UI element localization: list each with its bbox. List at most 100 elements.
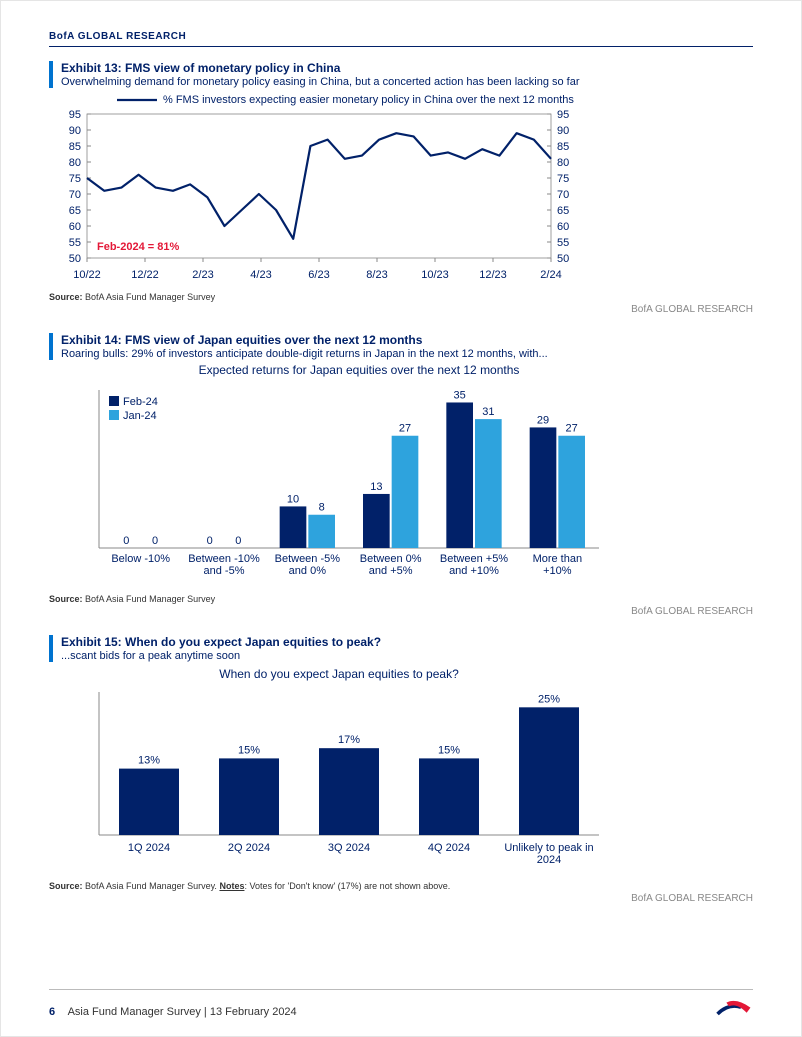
page-header: BofA GLOBAL RESEARCH: [49, 31, 753, 42]
source-text: BofA Asia Fund Manager Survey: [85, 292, 215, 302]
svg-text:+10%: +10%: [543, 565, 572, 577]
exhibit-14-source: Source: BofA Asia Fund Manager Survey: [49, 594, 753, 604]
svg-text:50: 50: [69, 253, 81, 265]
svg-text:10: 10: [287, 493, 299, 505]
brand-footer: BofA GLOBAL RESEARCH: [49, 606, 753, 617]
svg-text:Between -10%: Between -10%: [188, 553, 260, 565]
brand-footer: BofA GLOBAL RESEARCH: [49, 893, 753, 904]
exhibit-head: Exhibit 14: FMS view of Japan equities o…: [49, 333, 753, 360]
exhibit-13-subtitle: Overwhelming demand for monetary policy …: [61, 76, 580, 88]
svg-text:0: 0: [152, 535, 158, 547]
svg-text:10/22: 10/22: [73, 269, 101, 281]
exhibit-15: Exhibit 15: When do you expect Japan equ…: [49, 635, 753, 904]
svg-text:Below -10%: Below -10%: [111, 553, 170, 565]
svg-text:2/24: 2/24: [540, 269, 561, 281]
svg-text:90: 90: [557, 125, 569, 137]
exhibit-14: Exhibit 14: FMS view of Japan equities o…: [49, 333, 753, 617]
svg-text:65: 65: [69, 205, 81, 217]
bofa-logo-icon: [715, 996, 753, 1018]
svg-text:70: 70: [69, 189, 81, 201]
exhibit-15-subtitle: ...scant bids for a peak anytime soon: [61, 650, 381, 662]
exhibit-13-title: Exhibit 13: FMS view of monetary policy …: [61, 61, 580, 75]
svg-text:85: 85: [557, 141, 569, 153]
exhibit-13: Exhibit 13: FMS view of monetary policy …: [49, 61, 753, 315]
svg-text:27: 27: [566, 423, 578, 435]
svg-text:1Q 2024: 1Q 2024: [128, 842, 170, 854]
svg-text:65: 65: [557, 205, 569, 217]
svg-text:2024: 2024: [537, 854, 561, 866]
svg-text:31: 31: [482, 406, 494, 418]
svg-text:Jan-24: Jan-24: [123, 410, 157, 422]
footer-title: Asia Fund Manager Survey | 13 February 2…: [68, 1006, 297, 1018]
svg-text:15%: 15%: [438, 744, 460, 756]
svg-text:12/23: 12/23: [479, 269, 507, 281]
svg-text:13%: 13%: [138, 755, 160, 767]
svg-text:85: 85: [69, 141, 81, 153]
exhibit-accent-bar: [49, 333, 53, 360]
svg-text:29: 29: [537, 414, 549, 426]
svg-text:55: 55: [557, 237, 569, 249]
svg-text:80: 80: [557, 157, 569, 169]
svg-text:10/23: 10/23: [421, 269, 449, 281]
svg-text:80: 80: [69, 157, 81, 169]
svg-text:90: 90: [69, 125, 81, 137]
notes-label: Notes: [219, 881, 244, 891]
svg-text:55: 55: [69, 237, 81, 249]
svg-text:6/23: 6/23: [308, 269, 329, 281]
page-number: 6: [49, 1006, 55, 1018]
exhibit-head: Exhibit 15: When do you expect Japan equ…: [49, 635, 753, 662]
source-text: BofA Asia Fund Manager Survey.: [85, 881, 217, 891]
exhibit-accent-bar: [49, 61, 53, 88]
page: BofA GLOBAL RESEARCH Exhibit 13: FMS vie…: [0, 0, 802, 1037]
svg-text:15%: 15%: [238, 744, 260, 756]
brand-footer: BofA GLOBAL RESEARCH: [49, 304, 753, 315]
exhibit-13-chart: % FMS investors expecting easier monetar…: [49, 88, 753, 288]
exhibit-15-chart: When do you expect Japan equities to pea…: [49, 662, 753, 877]
svg-text:Expected returns for Japan equ: Expected returns for Japan equities over…: [199, 363, 520, 377]
svg-text:Feb-2024 = 81%: Feb-2024 = 81%: [97, 241, 179, 253]
exhibit-14-title: Exhibit 14: FMS view of Japan equities o…: [61, 333, 548, 347]
svg-text:27: 27: [399, 423, 411, 435]
svg-text:95: 95: [557, 109, 569, 121]
exhibit-14-chart: Expected returns for Japan equities over…: [49, 360, 753, 590]
svg-text:8: 8: [319, 502, 325, 514]
svg-text:12/22: 12/22: [131, 269, 159, 281]
svg-text:0: 0: [235, 535, 241, 547]
svg-text:60: 60: [557, 221, 569, 233]
footer-left: 6 Asia Fund Manager Survey | 13 February…: [49, 1006, 297, 1018]
svg-text:More than: More than: [533, 553, 583, 565]
svg-text:Between +5%: Between +5%: [440, 553, 508, 565]
svg-text:When do you expect Japan equit: When do you expect Japan equities to pea…: [219, 667, 459, 681]
svg-text:50: 50: [557, 253, 569, 265]
svg-text:3Q 2024: 3Q 2024: [328, 842, 370, 854]
svg-text:70: 70: [557, 189, 569, 201]
svg-text:2/23: 2/23: [192, 269, 213, 281]
svg-text:2Q 2024: 2Q 2024: [228, 842, 270, 854]
svg-text:4/23: 4/23: [250, 269, 271, 281]
svg-text:95: 95: [69, 109, 81, 121]
svg-text:% FMS investors expecting easi: % FMS investors expecting easier monetar…: [163, 94, 574, 106]
svg-text:4Q 2024: 4Q 2024: [428, 842, 470, 854]
source-text: BofA Asia Fund Manager Survey: [85, 594, 215, 604]
exhibit-13-source: Source: BofA Asia Fund Manager Survey: [49, 292, 753, 302]
svg-text:and 0%: and 0%: [289, 565, 327, 577]
svg-text:and -5%: and -5%: [204, 565, 245, 577]
svg-text:13: 13: [370, 481, 382, 493]
svg-text:35: 35: [454, 389, 466, 401]
svg-text:and +5%: and +5%: [369, 565, 413, 577]
svg-text:0: 0: [123, 535, 129, 547]
svg-text:0: 0: [207, 535, 213, 547]
notes-text: : Votes for 'Don't know' (17%) are not s…: [244, 881, 450, 891]
svg-text:75: 75: [69, 173, 81, 185]
svg-text:8/23: 8/23: [366, 269, 387, 281]
svg-text:and +10%: and +10%: [449, 565, 499, 577]
exhibit-accent-bar: [49, 635, 53, 662]
svg-text:Between -5%: Between -5%: [275, 553, 341, 565]
page-footer: 6 Asia Fund Manager Survey | 13 February…: [49, 989, 753, 1018]
svg-text:60: 60: [69, 221, 81, 233]
svg-text:Feb-24: Feb-24: [123, 396, 158, 408]
svg-text:17%: 17%: [338, 734, 360, 746]
exhibit-15-source: Source: BofA Asia Fund Manager Survey. N…: [49, 881, 753, 891]
svg-text:Between 0%: Between 0%: [360, 553, 422, 565]
svg-text:25%: 25%: [538, 693, 560, 705]
